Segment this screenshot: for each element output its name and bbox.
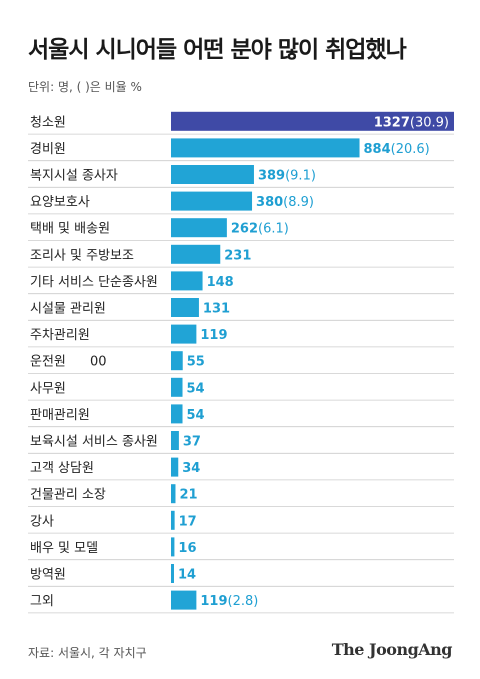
- value-label: 21: [179, 488, 197, 503]
- category-label: 그외: [30, 594, 54, 609]
- value-label: 148: [207, 275, 234, 290]
- bar: [171, 165, 254, 184]
- value-label: 14: [178, 568, 196, 583]
- value-label: 119(2.8): [200, 594, 258, 609]
- category-label: 요양보호사: [30, 195, 90, 210]
- bar: [171, 377, 183, 397]
- percent-label: (6.1): [258, 222, 289, 237]
- percent-label: (8.9): [283, 195, 314, 210]
- chart-subtitle: 단위: 명, ( )은 비율 %: [28, 80, 142, 94]
- category-label: 복지시설 종사자: [30, 169, 118, 184]
- value-label: 37: [183, 435, 201, 450]
- annotation-text: 00: [90, 355, 107, 370]
- value-number: 14: [178, 568, 196, 583]
- bar: [171, 138, 360, 158]
- value-label: 884(20.6): [364, 142, 430, 157]
- value-number: 884: [364, 142, 391, 157]
- value-label: 1327(30.9): [374, 115, 449, 130]
- value-number: 1327: [374, 115, 410, 130]
- category-label: 택배 및 배송원: [30, 222, 110, 237]
- bar: [171, 298, 199, 317]
- percent-label: (20.6): [391, 142, 430, 157]
- value-number: 148: [207, 275, 234, 290]
- value-label: 389(9.1): [258, 169, 316, 184]
- bar-chart: 청소원 1327(30.9) 경비원 884(20.6) 복지시설 종사자 389(9.1…: [28, 111, 454, 614]
- value-number: 131: [203, 302, 230, 317]
- category-label: 조리사 및 주방보조: [30, 248, 134, 263]
- category-label: 보육시설 서비스 종사원: [30, 435, 158, 450]
- percent-label: (2.8): [228, 594, 259, 609]
- brand-logo: The JoongAng: [331, 640, 453, 659]
- percent-label: (30.9): [410, 115, 449, 130]
- category-label: 시설물 관리원: [30, 302, 106, 317]
- value-number: 16: [178, 541, 196, 556]
- value-label: 380(8.9): [256, 195, 314, 210]
- value-number: 389: [258, 169, 285, 184]
- value-number: 37: [183, 435, 201, 450]
- category-label: 방역원: [30, 568, 66, 583]
- bar: [171, 244, 221, 264]
- category-label: 기타 서비스 단순종사원: [30, 275, 158, 290]
- bar: [171, 537, 175, 557]
- category-label: 경비원: [30, 142, 66, 157]
- category-label: 판매관리원: [30, 408, 90, 423]
- bar: [171, 457, 179, 477]
- value-number: 54: [187, 381, 205, 396]
- bar: [171, 111, 454, 131]
- value-number: 17: [179, 514, 197, 529]
- category-label: 청소원: [30, 115, 66, 130]
- value-label: 34: [182, 461, 200, 476]
- bar: [171, 271, 203, 291]
- value-number: 119: [200, 328, 227, 343]
- bar: [171, 590, 197, 610]
- value-label: 17: [179, 514, 197, 529]
- category-label: 고객 상담원: [30, 461, 94, 476]
- bar: [171, 324, 197, 344]
- category-label: 강사: [30, 514, 54, 529]
- value-number: 262: [231, 222, 258, 237]
- category-label: 사무원: [30, 381, 66, 396]
- value-label: 54: [187, 408, 205, 423]
- bar: [171, 404, 183, 424]
- percent-label: (9.1): [285, 169, 316, 184]
- value-number: 54: [187, 408, 205, 423]
- value-number: 231: [224, 248, 251, 263]
- bar: [171, 351, 183, 371]
- bar: [171, 484, 176, 504]
- chart-title: 서울시 시니어들 어떤 분야 많이 취업했나: [28, 37, 407, 63]
- value-label: 119: [200, 328, 227, 343]
- value-number: 34: [182, 461, 200, 476]
- value-label: 16: [178, 541, 196, 556]
- source-note: 자료: 서울시, 각 자치구: [28, 646, 147, 660]
- bar: [171, 510, 175, 530]
- value-number: 380: [256, 195, 283, 210]
- value-label: 131: [203, 302, 230, 317]
- bar: [171, 564, 174, 583]
- category-label: 건물관리 소장: [30, 488, 106, 503]
- value-number: 21: [179, 488, 197, 503]
- category-label: 운전원: [30, 355, 66, 370]
- value-number: 55: [187, 355, 205, 370]
- value-number: 119: [200, 594, 227, 609]
- category-label: 주차관리원: [30, 328, 90, 343]
- value-label: 231: [224, 248, 251, 263]
- bar: [171, 191, 253, 211]
- bar: [171, 431, 179, 450]
- category-label: 배우 및 모델: [30, 541, 98, 556]
- value-label: 55: [187, 355, 205, 370]
- bar: [171, 218, 227, 238]
- value-label: 54: [187, 381, 205, 396]
- value-label: 262(6.1): [231, 222, 289, 237]
